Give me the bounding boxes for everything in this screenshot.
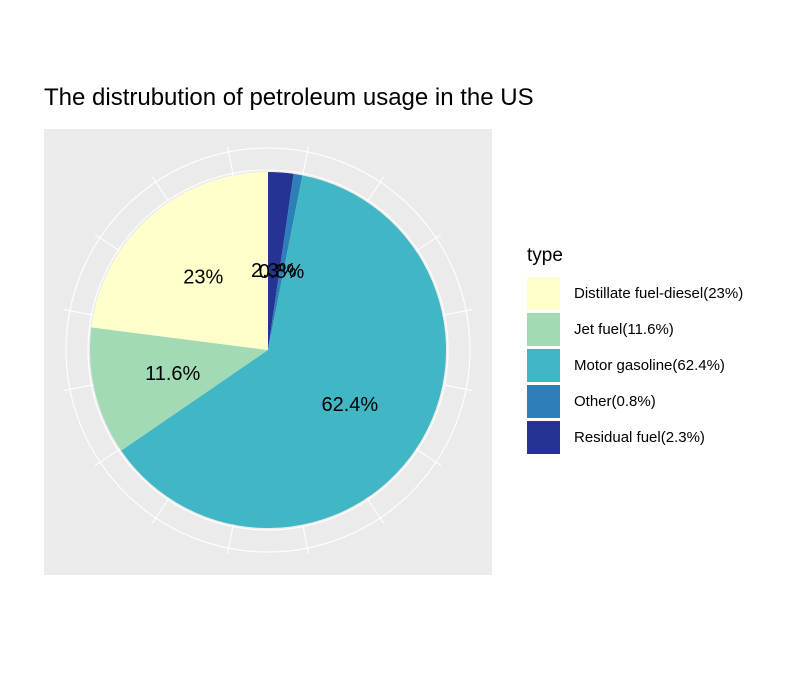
legend-key-residual-fuel <box>527 420 560 454</box>
plot-panel: 2.3% 0.8% 62.4% 11.6% 23% <box>44 129 492 575</box>
grid-radial-line <box>302 145 310 176</box>
pie-chart: 2.3%0.8% 62.4% 11.6% 23% <box>44 129 492 575</box>
grid-radial-line <box>415 448 442 467</box>
legend-item-residual-fuel: Residual fuel(2.3%) <box>527 419 743 455</box>
grid-circle-outer <box>65 147 471 553</box>
legend-title: type <box>527 245 563 266</box>
legend-item-jet-fuel: Jet fuel(11.6%) <box>527 311 743 347</box>
slice-label-motor-gasoline: 62.4% <box>321 394 378 416</box>
slice-label-residual-fuel: 2.3% <box>251 260 297 282</box>
grid-radial-line <box>442 384 473 392</box>
pie-slice-jet-fuel <box>90 327 268 451</box>
legend-label-jet-fuel: Jet fuel(11.6%) <box>574 320 674 338</box>
legend-item-other: Other(0.8%) <box>527 383 743 419</box>
legend-key-motor-gasoline <box>527 348 560 382</box>
pie-slice-other <box>268 173 303 350</box>
grid-radial-line <box>226 145 234 176</box>
grid-circle-inner <box>87 169 449 531</box>
grid-radial-line <box>151 497 170 524</box>
grid-radial-line <box>366 497 385 524</box>
legend-label-other: Other(0.8%) <box>574 392 656 410</box>
legend-key-jet-fuel <box>527 312 560 346</box>
grid-radial-line <box>63 384 94 392</box>
grid-radial-line <box>226 524 234 555</box>
legend-item-motor-gasoline: Motor gasoline(62.4%) <box>527 347 743 383</box>
grid-radial-line <box>442 308 473 316</box>
grid-radial-line <box>415 233 442 252</box>
slice-label-distillate-fuel-diesel: 23% <box>183 266 223 288</box>
pie-slice-distillate-fuel-diesel <box>91 172 268 350</box>
pie-slice-residual-fuel <box>268 172 294 350</box>
legend-label-motor-gasoline: Motor gasoline(62.4%) <box>574 356 725 374</box>
grid-radial-line <box>94 233 121 252</box>
legend-label-distillate-fuel-diesel: Distillate fuel-diesel(23%) <box>574 284 744 302</box>
grid-radial-line <box>151 176 170 203</box>
legend-item-distillate-fuel-diesel: Distillate fuel-diesel(23%) <box>527 275 743 311</box>
grid-radial-line <box>302 524 310 555</box>
pie-slice-motor-gasoline <box>121 175 446 528</box>
slice-label-jet-fuel: 11.6% <box>145 363 200 385</box>
grid-radial-line <box>366 176 385 203</box>
grid-radial-line <box>63 308 94 316</box>
slice-label-other: 0.8% <box>259 261 305 283</box>
legend-label-residual-fuel: Residual fuel(2.3%) <box>574 428 705 446</box>
legend-key-distillate-fuel-diesel <box>527 276 560 310</box>
chart-title: The distrubution of petroleum usage in t… <box>44 84 534 111</box>
legend-key-other <box>527 384 560 418</box>
grid-radial-line <box>94 448 121 467</box>
legend: type Distillate fuel-diesel(23%) Jet fuel… <box>527 245 743 455</box>
